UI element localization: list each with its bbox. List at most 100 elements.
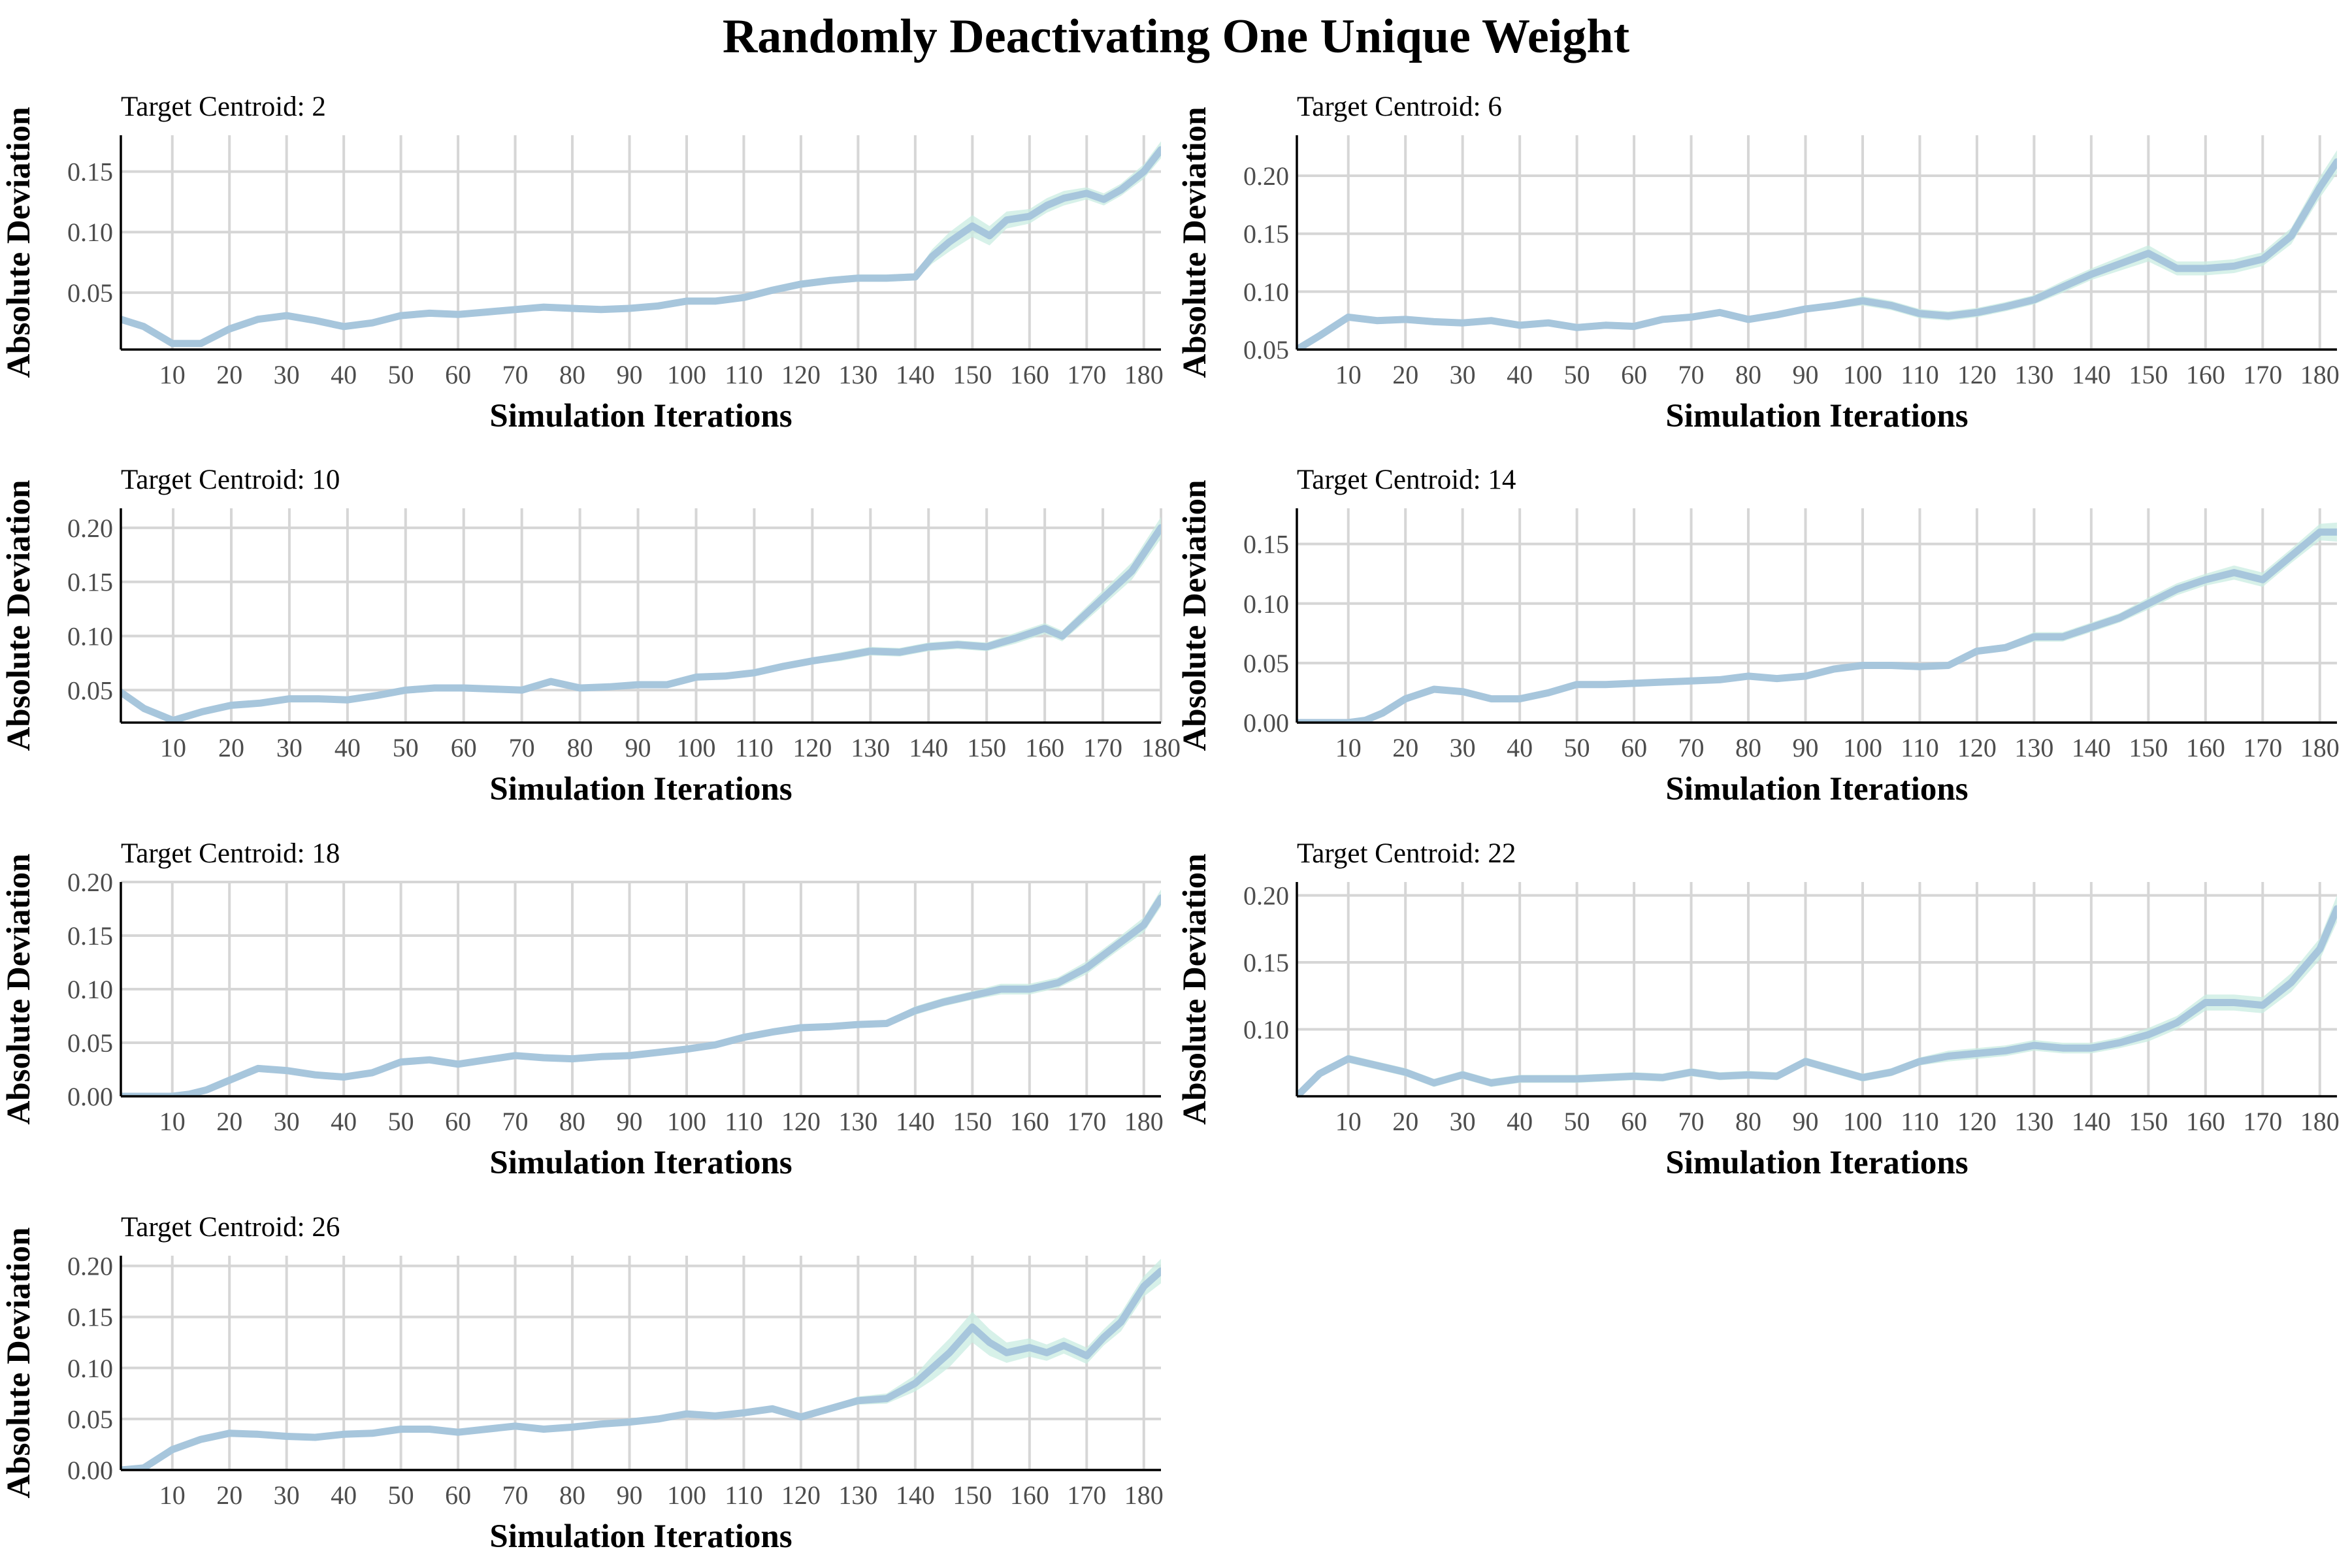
x-tick-label: 10 [1335,360,1362,389]
x-tick-label: 30 [276,733,302,762]
x-tick-label: 30 [274,1107,300,1136]
y-axis-title: Absolute Deviation [1177,106,1213,378]
chart-panel: 10 20 30 40 50 60 70 80 90 100 110 120 130 140 150 160 1… [1177,91,2340,434]
x-tick-label: 120 [1957,360,1997,389]
x-tick-label: 50 [388,360,414,389]
panel-title: Target Centroid: 18 [121,838,340,869]
x-tick-label: 130 [838,360,877,389]
x-tick-label: 60 [445,360,471,389]
y-tick-label: 0.00 [67,1456,113,1485]
x-tick-label: 160 [2186,1107,2225,1136]
x-tick-label: 160 [1025,733,1064,762]
series-line [121,894,1161,1096]
x-tick-label: 130 [2014,360,2053,389]
x-tick-label: 130 [838,1107,877,1136]
x-tick-label: 150 [953,1480,992,1510]
x-tick-label: 90 [625,733,651,762]
y-axis-title: Absolute Deviation [1177,480,1213,751]
y-tick-label: 0.15 [67,921,113,951]
x-tick-label: 40 [1507,733,1533,762]
confidence-band [121,517,1161,723]
x-tick-label: 10 [159,1107,186,1136]
x-tick-label: 120 [781,360,821,389]
x-tick-label: 60 [445,1107,471,1136]
y-tick-label: 0.20 [67,868,113,897]
x-tick-label: 70 [509,733,535,762]
x-tick-label: 120 [1957,1107,1997,1136]
x-tick-label: 50 [1564,733,1590,762]
x-tick-label: 180 [1141,733,1181,762]
x-tick-label: 40 [1507,1107,1533,1136]
x-tick-label: 60 [1621,360,1647,389]
x-tick-label: 100 [667,1107,706,1136]
series [121,1258,1161,1470]
y-tick-label: 0.15 [67,568,113,597]
x-tick-label: 80 [559,360,585,389]
x-tick-label: 40 [331,1107,357,1136]
x-tick-label: 180 [1124,360,1164,389]
series-line [121,146,1161,348]
y-axis-title: Absolute Deviation [1,1227,37,1498]
x-tick-label: 50 [388,1107,414,1136]
x-tick-label: 180 [1124,1480,1164,1510]
y-tick-label: 0.05 [67,278,113,308]
x-tick-label: 30 [274,1480,300,1510]
x-tick-label: 140 [896,1107,935,1136]
y-tick-label: 0.15 [67,157,113,187]
x-tick-label: 80 [559,1107,585,1136]
x-tick-label: 130 [851,733,890,762]
x-axis-title: Simulation Iterations [1665,1145,1968,1181]
x-tick-label: 170 [2243,1107,2282,1136]
y-tick-label: 0.05 [1243,649,1289,678]
x-tick-label: 100 [1843,733,1882,762]
x-tick-label: 60 [451,733,477,762]
x-tick-label: 50 [393,733,419,762]
panel-title: Target Centroid: 6 [1297,91,1502,122]
x-tick-label: 170 [2243,733,2282,762]
x-axis-title: Simulation Iterations [489,398,792,434]
series [121,517,1161,723]
series [121,889,1161,1096]
x-tick-label: 20 [216,360,242,389]
x-tick-label: 20 [1392,360,1418,389]
x-tick-label: 100 [667,1480,706,1510]
x-tick-label: 80 [1735,733,1761,762]
x-tick-label: 20 [1392,1107,1418,1136]
y-tick-label: 0.05 [67,1028,113,1058]
x-tick-label: 60 [1621,1107,1647,1136]
x-tick-label: 70 [502,1107,529,1136]
y-tick-label: 0.15 [67,1303,113,1332]
x-axis-title: Simulation Iterations [489,1145,792,1181]
y-axis-title: Absolute Deviation [1,480,37,751]
x-tick-label: 70 [502,360,529,389]
x-tick-label: 40 [331,360,357,389]
y-tick-label: 0.10 [1243,1015,1289,1045]
panel-title: Target Centroid: 26 [121,1212,340,1243]
series [1297,522,2337,723]
x-tick-label: 100 [1843,1107,1882,1136]
chart-panel: 10 20 30 40 50 60 70 80 90 100 110 120 130 140 150 160 1… [1,1212,1164,1555]
series [121,141,1161,348]
confidence-band [1297,895,2337,1096]
y-tick-label: 0.05 [1243,335,1289,365]
x-tick-label: 170 [2243,360,2282,389]
x-tick-label: 100 [667,360,706,389]
x-tick-label: 90 [1793,1107,1819,1136]
x-tick-label: 160 [2186,733,2225,762]
y-tick-label: 0.10 [67,621,113,651]
x-tick-label: 150 [953,1107,992,1136]
x-tick-label: 140 [2072,360,2111,389]
x-tick-label: 170 [1067,1107,1106,1136]
x-tick-label: 80 [559,1480,585,1510]
series-line [1297,528,2337,723]
x-tick-label: 60 [445,1480,471,1510]
x-tick-label: 50 [388,1480,414,1510]
x-tick-label: 150 [2129,1107,2168,1136]
x-tick-label: 20 [216,1107,242,1136]
x-tick-label: 40 [331,1480,357,1510]
x-tick-label: 50 [1564,1107,1590,1136]
chart-panel: 10 20 30 40 50 60 70 80 90 100 110 120 130 140 150 160 1… [1,838,1164,1181]
y-tick-label: 0.15 [1243,220,1289,249]
x-tick-label: 30 [274,360,300,389]
